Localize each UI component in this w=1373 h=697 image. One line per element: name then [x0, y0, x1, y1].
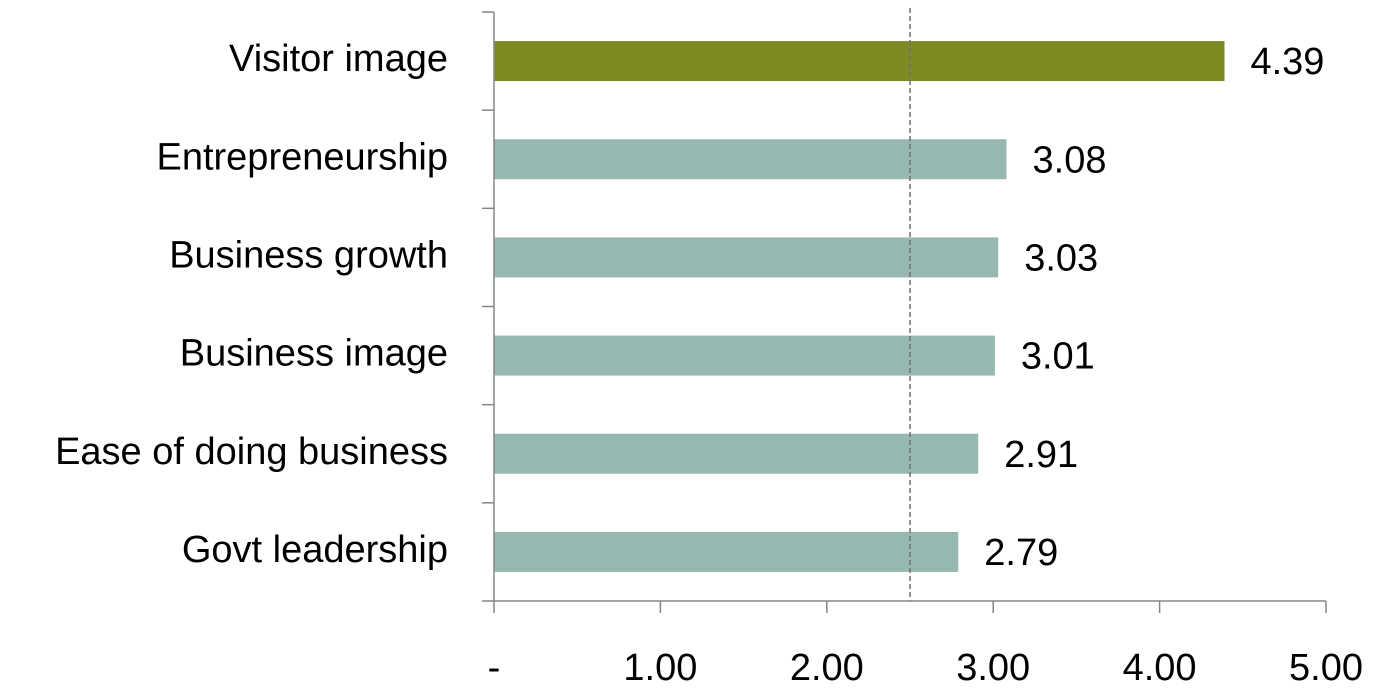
bar [494, 531, 959, 572]
x-tick-label: 5.00 [1289, 647, 1363, 689]
data-label: 3.08 [1033, 139, 1107, 181]
data-label: 4.39 [1250, 41, 1324, 83]
category-label: Business growth [169, 234, 448, 276]
bar [494, 433, 979, 474]
category-label: Visitor image [229, 38, 448, 80]
bar [494, 237, 999, 278]
bar [494, 139, 1007, 180]
bar [494, 335, 995, 376]
data-label: 3.01 [1021, 336, 1095, 378]
data-label: 2.79 [984, 532, 1058, 574]
data-label: 3.03 [1024, 237, 1098, 279]
category-label: Ease of doing business [55, 431, 448, 473]
x-tick-label: 4.00 [1123, 647, 1197, 689]
x-tick-label: 1.00 [623, 647, 697, 689]
x-tick-label: 2.00 [790, 647, 864, 689]
bar [494, 41, 1225, 82]
category-label: Govt leadership [182, 529, 448, 571]
x-tick-label: 3.00 [956, 647, 1030, 689]
category-label: Entrepreneurship [156, 136, 448, 178]
x-tick-label: - [488, 647, 501, 689]
category-label: Business image [180, 333, 448, 375]
data-label: 2.91 [1004, 434, 1078, 476]
